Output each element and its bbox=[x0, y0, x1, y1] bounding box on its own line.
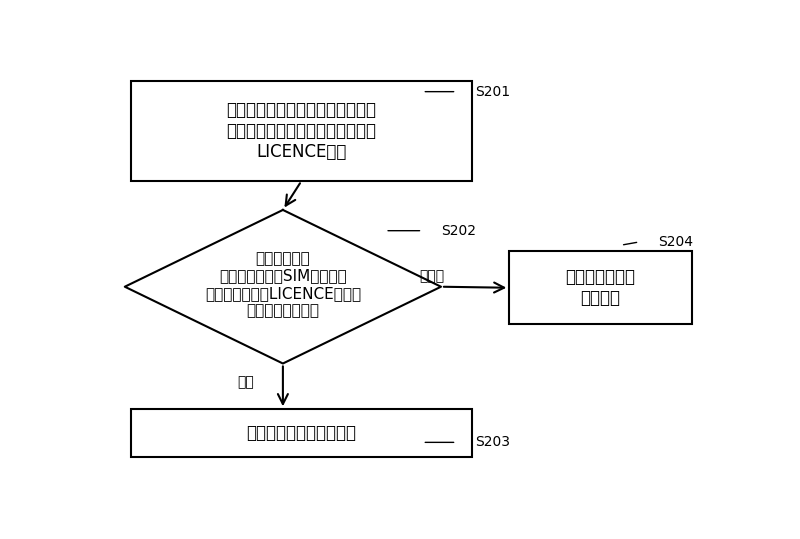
Text: S202: S202 bbox=[441, 224, 476, 238]
Text: 读取当前无线
终端设备插入的SIM卡中的用
户号码，将其与LICENCE文件中
的用户号码相比较: 读取当前无线 终端设备插入的SIM卡中的用 户号码，将其与LICENCE文件中 … bbox=[205, 251, 361, 318]
Text: S204: S204 bbox=[658, 235, 693, 249]
Text: 拒绝该无线终端
设备解锁: 拒绝该无线终端 设备解锁 bbox=[566, 268, 636, 307]
Text: 一致: 一致 bbox=[238, 375, 254, 389]
Text: S203: S203 bbox=[475, 436, 510, 450]
Bar bbox=[510, 251, 692, 324]
Text: 不一致: 不一致 bbox=[419, 270, 444, 284]
Bar bbox=[131, 81, 472, 181]
Text: 允许该无线终端设备解锁: 允许该无线终端设备解锁 bbox=[246, 424, 357, 442]
Text: 根据该无线终端设备锁定的用户号
码，获取授权的携带有用户号码的
LICENCE文件: 根据该无线终端设备锁定的用户号 码，获取授权的携带有用户号码的 LICENCE文… bbox=[226, 101, 377, 161]
Text: S201: S201 bbox=[475, 85, 510, 99]
Bar bbox=[131, 409, 472, 457]
